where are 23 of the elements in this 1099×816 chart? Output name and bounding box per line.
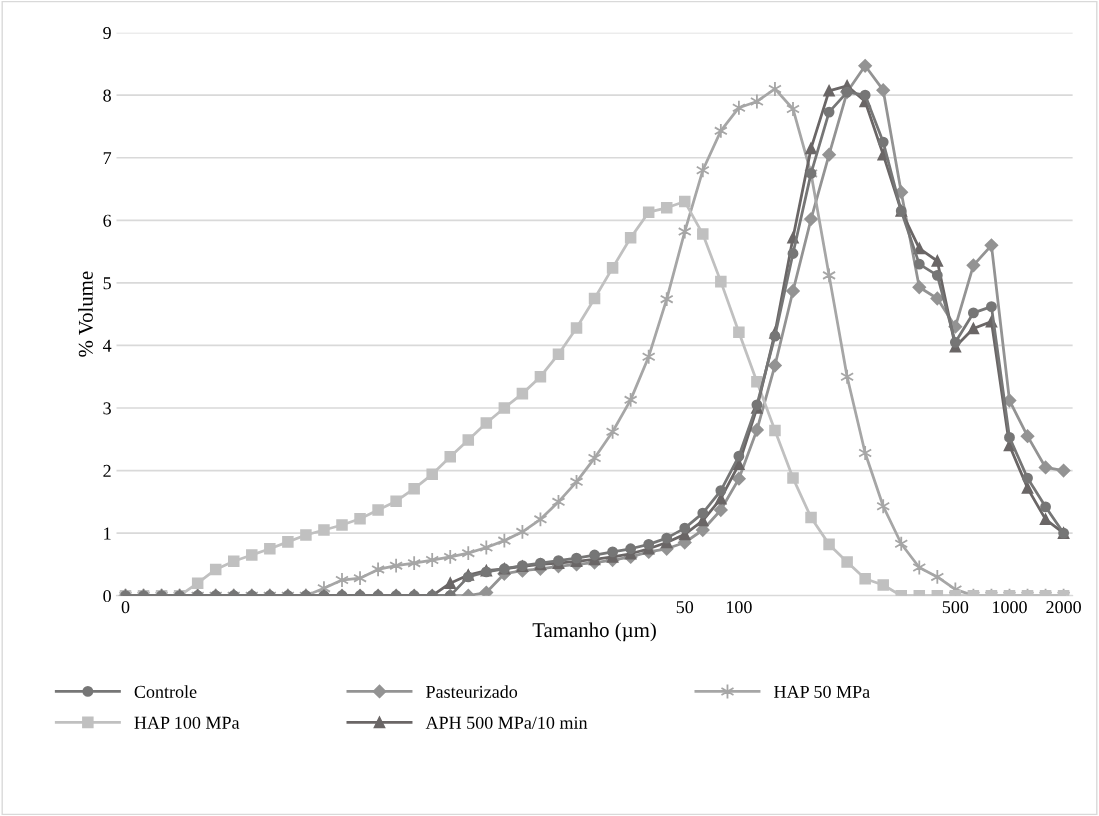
y-tick-label: 3 bbox=[103, 402, 111, 415]
x-tick-label: 1000 bbox=[993, 601, 1027, 614]
y-tick-label: 2 bbox=[103, 464, 111, 477]
y-axis-title: % Volume bbox=[78, 271, 93, 357]
legend-label: HAP 50 MPa bbox=[774, 685, 870, 698]
y-tick-label: 7 bbox=[103, 152, 112, 165]
y-tick-label: 6 bbox=[103, 214, 112, 227]
y-tick-label: 8 bbox=[103, 89, 111, 102]
legend-label: Pasteurizado bbox=[426, 685, 518, 698]
x-tick-label: 50 bbox=[676, 601, 694, 614]
legend-label: APH 500 MPa/10 min bbox=[425, 716, 588, 729]
legend-label: Controle bbox=[134, 685, 197, 698]
y-tick-label: 4 bbox=[102, 339, 112, 352]
y-tick-label: 5 bbox=[103, 277, 111, 290]
x-axis-title: Tamanho (µm) bbox=[532, 622, 656, 642]
x-tick-label: 2000 bbox=[1046, 601, 1081, 614]
x-tick-label: 500 bbox=[942, 601, 969, 614]
x-tick-label: 100 bbox=[726, 601, 752, 614]
x-tick-label: 0 bbox=[121, 601, 130, 614]
legend-label: HAP 100 MPa bbox=[134, 716, 240, 729]
y-tick-label: 9 bbox=[103, 26, 111, 40]
y-tick-label: 1 bbox=[104, 527, 111, 540]
y-tick-label: 0 bbox=[103, 589, 111, 603]
